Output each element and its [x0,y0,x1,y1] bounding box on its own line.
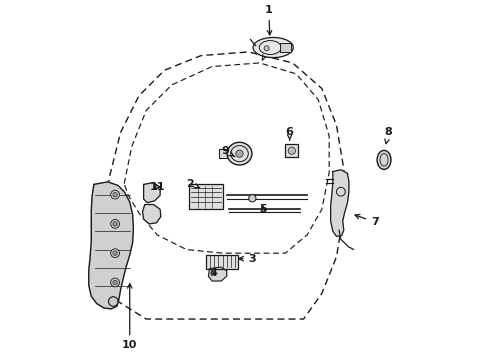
Circle shape [113,280,117,285]
Bar [285,144,298,157]
Circle shape [248,195,256,202]
Circle shape [111,278,120,287]
Text: 10: 10 [122,284,137,350]
Polygon shape [143,204,161,224]
Bar [206,255,239,269]
Circle shape [236,150,243,157]
Circle shape [264,46,269,51]
Text: 11: 11 [149,181,165,192]
Ellipse shape [253,37,294,58]
Text: 3: 3 [239,254,256,264]
Circle shape [288,147,295,154]
Circle shape [111,249,120,257]
Text: 9: 9 [221,147,235,157]
Polygon shape [208,267,227,281]
Text: 7: 7 [355,215,379,227]
Ellipse shape [377,150,391,170]
Circle shape [108,297,118,306]
Text: 8: 8 [385,127,392,144]
Circle shape [111,220,120,228]
Circle shape [113,193,117,197]
Text: 5: 5 [260,204,267,214]
Circle shape [111,190,120,199]
Bar [280,43,291,52]
Text: 1: 1 [265,5,272,35]
Text: 2: 2 [186,179,199,189]
Polygon shape [144,183,160,203]
Circle shape [113,222,117,226]
Ellipse shape [227,142,252,165]
Polygon shape [220,149,227,158]
Polygon shape [89,182,133,309]
Text: 4: 4 [210,268,218,278]
Polygon shape [331,170,349,237]
Circle shape [113,251,117,255]
Bar [189,184,222,209]
Text: 6: 6 [286,127,294,140]
